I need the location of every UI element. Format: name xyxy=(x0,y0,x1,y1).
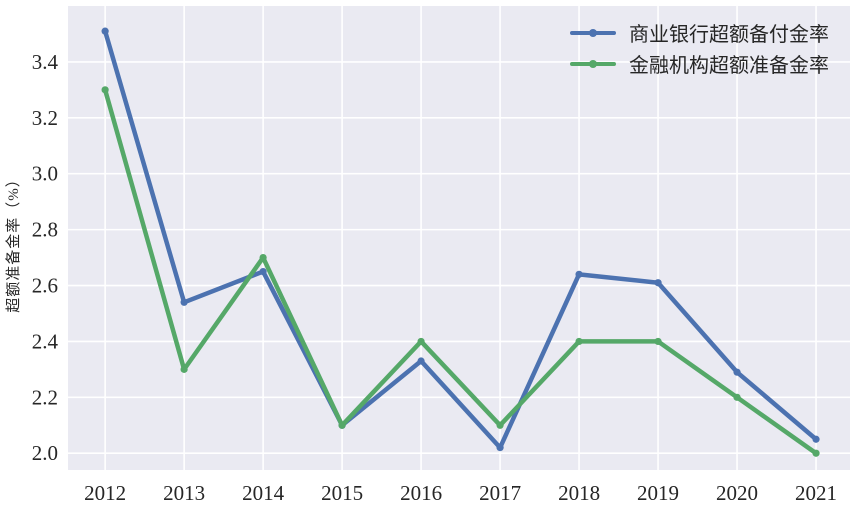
x-tick-label: 2014 xyxy=(242,481,285,505)
y-tick-label: 2.8 xyxy=(32,218,58,242)
data-point-0 xyxy=(259,267,267,276)
x-tick-label: 2020 xyxy=(716,481,758,505)
data-point-1 xyxy=(259,253,267,262)
data-point-1 xyxy=(338,421,346,429)
legend-label-commercial-bank: 商业银行超额备付金率 xyxy=(629,24,829,46)
x-tick-label: 2018 xyxy=(558,481,600,505)
x-tick-label: 2016 xyxy=(400,481,442,505)
data-point-0 xyxy=(101,27,109,35)
x-tick-label: 2019 xyxy=(637,481,679,505)
y-tick-label: 2.0 xyxy=(32,441,58,465)
x-tick-label: 2012 xyxy=(84,481,126,505)
data-point-1 xyxy=(180,365,188,373)
legend-item-commercial-bank: 商业银行超额备付金率 xyxy=(570,18,829,47)
x-tick-label: 2017 xyxy=(479,481,521,505)
x-tick-label: 2013 xyxy=(163,481,205,505)
legend-marker-dot-green xyxy=(589,59,597,68)
y-tick-label: 2.4 xyxy=(32,329,59,353)
y-tick-label: 3.4 xyxy=(32,50,59,74)
data-point-1 xyxy=(101,86,109,94)
plot-area xyxy=(68,6,850,470)
y-tick-label: 3.2 xyxy=(32,106,58,130)
y-tick-label: 2.2 xyxy=(32,385,58,409)
data-point-0 xyxy=(812,435,820,443)
data-point-1 xyxy=(733,393,741,401)
legend-label-financial-institution: 金融机构超额准备金率 xyxy=(629,55,829,77)
legend-line-sample-blue xyxy=(570,28,616,37)
y-tick-label: 2.6 xyxy=(32,274,58,298)
x-tick-label: 2021 xyxy=(795,481,837,505)
data-point-0 xyxy=(496,444,504,452)
legend-line-sample-green xyxy=(570,59,616,68)
data-point-1 xyxy=(654,337,662,346)
data-point-1 xyxy=(812,449,820,457)
data-point-0 xyxy=(733,368,741,376)
data-point-0 xyxy=(180,298,188,306)
legend-item-financial-institution: 金融机构超额准备金率 xyxy=(570,49,829,78)
x-tick-label: 2015 xyxy=(321,481,363,505)
data-point-1 xyxy=(417,337,425,346)
y-axis-title: 超额准备金率（%） xyxy=(6,171,22,313)
legend: 商业银行超额备付金率 金融机构超额准备金率 xyxy=(570,18,829,78)
data-point-1 xyxy=(575,337,583,346)
data-point-0 xyxy=(575,270,583,278)
data-point-1 xyxy=(496,421,504,429)
data-point-0 xyxy=(654,279,662,287)
series-line-0 xyxy=(102,28,819,450)
data-point-0 xyxy=(417,357,425,365)
series-line-1 xyxy=(102,87,819,456)
y-tick-label: 3.0 xyxy=(32,162,58,186)
legend-marker-dot-blue xyxy=(589,28,597,37)
